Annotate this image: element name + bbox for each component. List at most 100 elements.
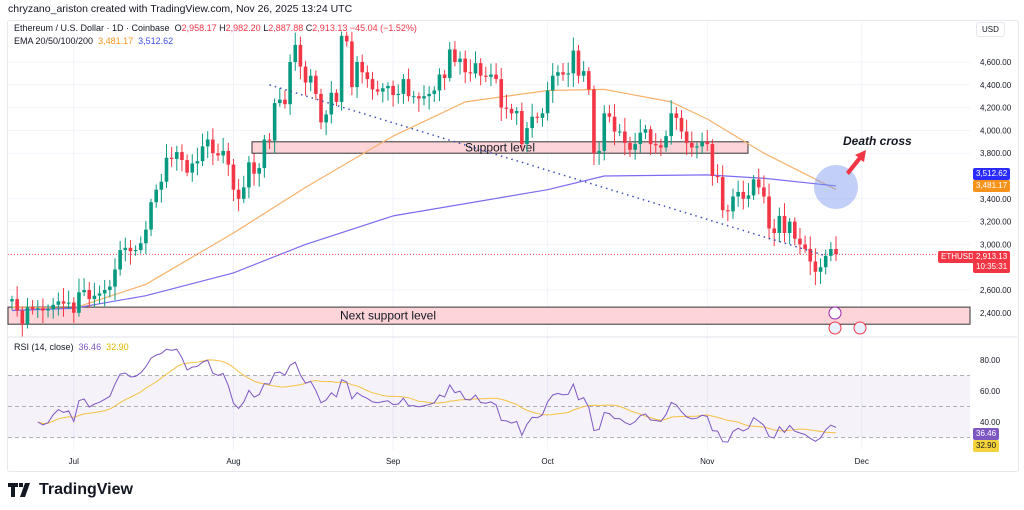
candle [432, 86, 437, 103]
candle [77, 278, 81, 317]
candle [499, 67, 504, 122]
candle-body [298, 44, 303, 67]
candle-body [664, 136, 668, 148]
candle-body [360, 62, 364, 73]
candle-body [782, 215, 787, 233]
candle-body [566, 73, 570, 75]
candle [793, 217, 797, 246]
bar-countdown: 10:35:31 [976, 262, 1008, 271]
candle [370, 71, 375, 100]
candle [463, 50, 467, 84]
price-tick-label: 3,800.00 [980, 149, 1012, 158]
candle [561, 62, 565, 81]
us-flag-event-icon [828, 321, 842, 335]
candle [200, 133, 205, 167]
candle-body [10, 299, 14, 302]
symbol-name[interactable]: Ethereum / U.S. Dollar · 1D · Coinbase [14, 23, 170, 33]
candle [381, 83, 385, 103]
candle [710, 139, 715, 186]
candle-body [674, 113, 679, 118]
candle [535, 112, 540, 124]
candle-body [494, 74, 498, 80]
candle-body [180, 152, 184, 161]
price-tick-label: 4,600.00 [980, 58, 1012, 67]
candle [298, 36, 303, 80]
candle [25, 297, 30, 329]
price-tick-label: 4,000.00 [980, 126, 1012, 135]
candle-body [190, 163, 195, 173]
last-price: 2,913.13 [976, 252, 1008, 261]
candle [118, 240, 122, 276]
candle [41, 298, 45, 324]
currency-button[interactable]: USD [976, 22, 1005, 37]
tradingview-logo[interactable]: TradingView [8, 481, 133, 499]
candle [638, 119, 643, 153]
chart-credit: chryzano_ariston created with TradingVie… [8, 3, 353, 15]
candle-body [581, 71, 586, 76]
candle [30, 299, 35, 315]
candle [10, 295, 14, 310]
candle [607, 105, 612, 123]
candle-body [736, 191, 740, 197]
candle-body [278, 99, 282, 104]
candle-body [612, 116, 617, 132]
candle-body [205, 139, 210, 147]
candle [375, 80, 380, 96]
candle [489, 63, 493, 87]
candle-body [262, 139, 267, 169]
close-value: 2,913.13 [312, 23, 348, 33]
candle [731, 188, 735, 219]
support-label: Support level [465, 141, 535, 155]
support-zone [251, 141, 749, 154]
candle-body [375, 89, 380, 92]
candle [787, 218, 792, 245]
trendline [269, 84, 826, 257]
candle [530, 103, 534, 138]
candle [56, 292, 61, 316]
candle-body [463, 58, 467, 73]
candle-body [272, 103, 277, 141]
open-value: 2,958.17 [181, 23, 217, 33]
rsi-label[interactable]: RSI (14, close) [14, 342, 74, 352]
candle-body [576, 50, 581, 76]
candle-body [808, 248, 813, 262]
price-tick-label: 4,200.00 [980, 104, 1012, 113]
death-cross-highlight [814, 165, 858, 209]
ema-label[interactable]: EMA 20/50/100/200 [14, 36, 94, 46]
symbol-tag: ETHUSD [938, 251, 977, 263]
candle [386, 82, 390, 101]
candle [453, 41, 457, 67]
candle-body [798, 238, 802, 245]
candle-body [787, 221, 792, 233]
candle [401, 74, 406, 104]
candle [504, 94, 509, 119]
candle-body [705, 141, 710, 145]
candle [236, 179, 241, 212]
price-tick-label: 2,400.00 [980, 309, 1012, 318]
candle-body [834, 248, 838, 255]
candle-body [97, 293, 102, 296]
candle [494, 63, 498, 84]
candle-body [628, 142, 632, 150]
candle-body [396, 93, 401, 96]
candle [525, 121, 529, 153]
candle [628, 136, 632, 157]
candle [762, 175, 766, 204]
price-tick-label: 3,000.00 [980, 240, 1012, 249]
candle-body [530, 116, 534, 129]
candle [726, 204, 730, 222]
candle [411, 90, 416, 104]
candle [576, 45, 581, 84]
candle-body [406, 79, 411, 97]
candle [767, 183, 771, 240]
rsi-tick-label: 60.00 [980, 387, 1001, 396]
candle [164, 144, 169, 188]
candle [283, 90, 287, 109]
candle [211, 128, 215, 166]
candle-body [314, 75, 318, 94]
candle [123, 237, 128, 262]
candle [205, 131, 210, 159]
candle-body [344, 35, 349, 42]
candle-body [427, 93, 431, 97]
